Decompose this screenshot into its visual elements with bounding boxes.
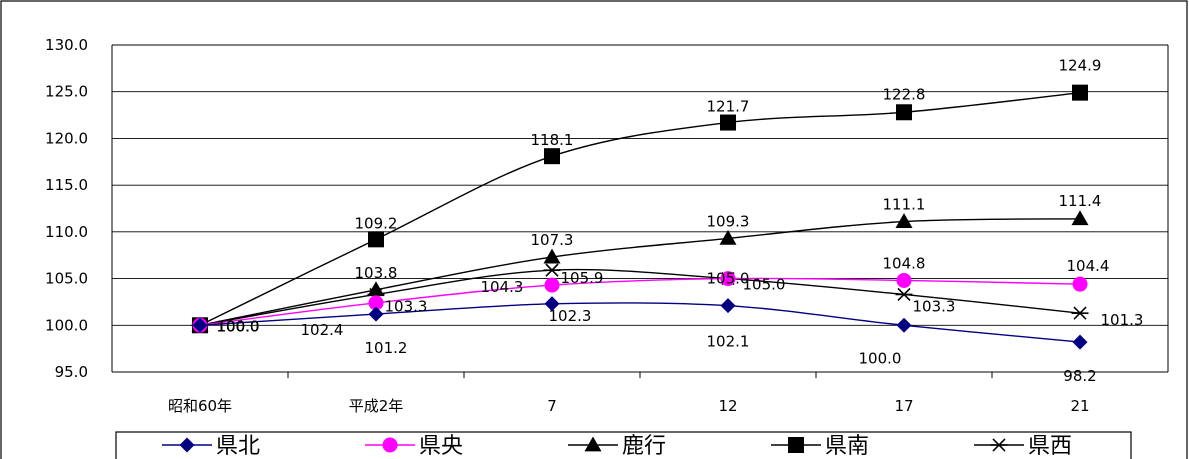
legend-label: 県北 bbox=[216, 434, 260, 459]
star-marker bbox=[543, 263, 561, 277]
data-label: 111.1 bbox=[883, 196, 926, 214]
data-label: 101.3 bbox=[1101, 311, 1144, 329]
square-marker bbox=[544, 148, 560, 165]
diamond-marker bbox=[179, 437, 195, 453]
triangle-marker bbox=[1071, 210, 1089, 226]
series-line bbox=[199, 218, 1081, 326]
square-marker bbox=[896, 104, 912, 121]
circle-marker bbox=[368, 295, 384, 311]
series-line bbox=[199, 277, 1081, 326]
x-tick-label: 平成2年 bbox=[349, 397, 404, 415]
x-tick-label: 12 bbox=[718, 397, 737, 415]
x-tick-label: 17 bbox=[894, 397, 913, 415]
triangle-marker bbox=[367, 281, 385, 297]
data-label: 100.0 bbox=[217, 317, 260, 335]
data-label: 103.8 bbox=[355, 264, 398, 282]
diamond-marker bbox=[368, 306, 384, 322]
triangle-marker bbox=[543, 248, 561, 264]
data-label: 103.3 bbox=[385, 297, 428, 315]
data-label: 118.1 bbox=[531, 131, 574, 149]
data-label: 121.7 bbox=[707, 98, 750, 116]
y-tick-label: 100.0 bbox=[45, 316, 88, 334]
data-label: 107.3 bbox=[531, 231, 574, 249]
x-tick-label: 昭和60年 bbox=[168, 397, 232, 415]
y-tick-label: 115.0 bbox=[45, 176, 88, 194]
legend-label: 県南 bbox=[825, 434, 869, 459]
circle-marker bbox=[382, 437, 398, 453]
star-marker bbox=[895, 287, 913, 302]
square-marker bbox=[788, 437, 804, 453]
data-label: 98.2 bbox=[1063, 367, 1096, 385]
legend-label: 鹿行 bbox=[622, 434, 666, 459]
data-label: 100.0 bbox=[217, 317, 260, 335]
legend-label: 県西 bbox=[1028, 434, 1072, 459]
circle-marker bbox=[1072, 276, 1088, 292]
star-marker bbox=[1071, 306, 1089, 320]
data-label: 105.9 bbox=[561, 269, 604, 287]
data-label: 100.0 bbox=[217, 317, 260, 335]
legend-box bbox=[115, 431, 1132, 459]
data-label: 100.0 bbox=[217, 317, 260, 335]
y-tick-label: 130.0 bbox=[45, 36, 88, 54]
data-label: 102.3 bbox=[549, 307, 592, 325]
y-tick-label: 110.0 bbox=[45, 223, 88, 241]
data-label: 104.4 bbox=[1067, 257, 1110, 275]
data-label: 124.9 bbox=[1059, 57, 1102, 75]
diamond-marker bbox=[1072, 334, 1088, 350]
triangle-marker bbox=[895, 213, 913, 228]
diamond-marker bbox=[720, 298, 736, 314]
data-label: 103.3 bbox=[913, 297, 956, 315]
y-gridlines bbox=[112, 44, 1168, 373]
x-axis-tick-labels: 昭和60年 平成2年 7 12 17 21 bbox=[168, 397, 1090, 415]
y-tick-label: 105.0 bbox=[45, 270, 88, 288]
diamond-marker bbox=[896, 317, 912, 333]
data-label: 109.3 bbox=[707, 212, 750, 230]
data-label: 102.1 bbox=[707, 333, 750, 351]
triangle-marker bbox=[584, 436, 602, 452]
diamond-marker bbox=[192, 317, 208, 333]
data-label: 100.0 bbox=[217, 317, 260, 335]
data-label: 102.4 bbox=[301, 321, 344, 339]
x-tick-label: 7 bbox=[547, 397, 557, 415]
series-line bbox=[199, 302, 1081, 343]
y-tick-label: 125.0 bbox=[45, 83, 88, 101]
x-tick-label: 21 bbox=[1070, 397, 1089, 415]
y-tick-label: 95.0 bbox=[55, 363, 88, 381]
circle-marker bbox=[720, 271, 736, 287]
triangle-marker bbox=[719, 229, 737, 245]
data-label: 100.0 bbox=[859, 349, 902, 367]
data-label: 104.3 bbox=[481, 278, 524, 296]
diamond-marker bbox=[544, 296, 560, 312]
series-line bbox=[199, 91, 1081, 326]
legend-label: 県央 bbox=[419, 434, 463, 459]
data-label: 111.4 bbox=[1059, 192, 1102, 210]
circle-marker bbox=[544, 277, 560, 293]
legend: 県北 県央 鹿行 県南 県西 bbox=[115, 431, 1132, 459]
square-marker bbox=[720, 114, 736, 131]
series-lines bbox=[191, 84, 1089, 350]
data-labels: 100.0 109.2 118.1 121.7 122.8 124.9 100.0 103.8… bbox=[217, 57, 1144, 385]
data-label: 122.8 bbox=[883, 85, 926, 103]
y-tick-label: 120.0 bbox=[45, 129, 88, 147]
series-line bbox=[199, 268, 1081, 326]
data-label: 104.8 bbox=[883, 254, 926, 272]
y-axis-tick-labels: 95.0 100.0 105.0 110.0 115.0 120.0 125.0 130.0 bbox=[45, 36, 88, 381]
data-label: 105.0 bbox=[707, 270, 750, 288]
star-marker bbox=[990, 438, 1008, 452]
data-label: 105.0 bbox=[743, 276, 786, 294]
square-marker bbox=[368, 231, 384, 248]
square-marker bbox=[1072, 84, 1088, 101]
data-label: 101.2 bbox=[365, 339, 408, 357]
circle-marker bbox=[896, 272, 912, 288]
data-label: 109.2 bbox=[355, 214, 398, 232]
